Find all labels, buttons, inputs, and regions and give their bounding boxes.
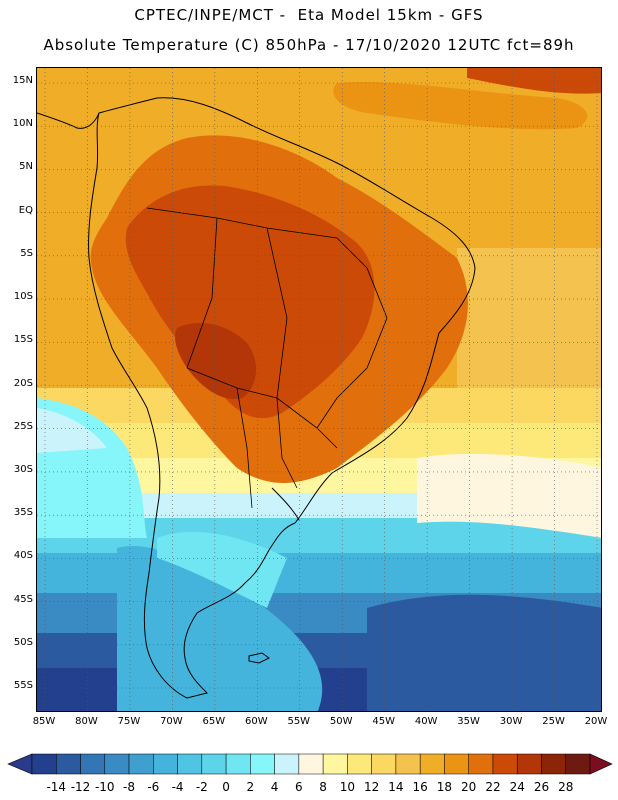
colorbar-swatch [274,753,300,775]
colorbar-swatch [395,753,421,775]
field-pale-west [37,408,107,453]
colorbar-tick-label: 8 [319,780,327,794]
colorbar-swatch [322,753,348,775]
lon-label: 40W [414,716,438,727]
colorbar-swatch [128,753,154,775]
colorbar-tick-label: -8 [123,780,136,794]
falkland-islands [248,652,270,664]
lon-label: 45W [372,716,395,727]
colorbar-tick-label: 4 [270,780,279,794]
lat-label: 35S [13,507,33,519]
field-blue-south [367,594,601,711]
field-caribbean-warm [333,81,588,130]
lat-label: 40S [13,550,33,562]
colorbar-swatch [225,753,251,775]
colorbar-tick-label: -14 [46,780,67,794]
lon-label: 25W [542,716,565,727]
colorbar-swatch [468,753,494,775]
colorbar-tick-label: -10 [94,780,115,794]
lon-label: 35W [457,716,480,727]
title-line-2: Absolute Temperature (C) 850hPa - 17/10/… [43,36,575,54]
colorbar-swatch [419,753,445,775]
lat-label: 25S [13,420,33,432]
colorbar-swatch [347,753,372,775]
lat-label: 20S [13,377,33,389]
colorbar [7,753,613,775]
temperature-map [37,68,601,711]
colorbar-tick-label: -4 [171,780,184,794]
lon-label: 20W [584,716,608,727]
colorbar-swatch [177,753,203,775]
field-cream-atlantic [417,453,601,538]
colorbar-swatch [56,753,81,775]
lat-label: 10S [13,291,33,303]
colorbar-tick-label: 18 [436,780,453,794]
colorbar-under-triangle [7,753,33,775]
lat-label: 45S [13,593,33,605]
rio-de-la-plata [271,487,300,521]
colorbar-tick-label: 2 [246,780,255,794]
colorbar-swatch [541,753,566,775]
lat-label: 15N [12,75,33,86]
colorbar-tick-label: 0 [222,780,230,794]
lon-label: 30W [499,716,523,727]
colorbar-swatch [516,753,542,775]
colorbar-swatch [80,753,106,775]
colorbar-tick-label: 10 [339,780,356,794]
colorbar-swatch [444,753,469,775]
lon-label: 60W [244,716,268,727]
title-line-1: CPTEC/INPE/MCT - Eta Model 15km - GFS [134,6,484,24]
field-dark-core [175,323,257,399]
colorbar-tick-label: 6 [295,780,303,794]
colorbar-swatch [153,753,178,775]
colorbar-tick-label: 24 [509,780,525,794]
lat-label: 5S [20,247,33,259]
lon-label: 85W [32,716,56,727]
colorbar-swatch [371,753,397,775]
colorbar-swatch [492,753,518,775]
lat-label: 30S [13,463,33,475]
lat-label: 10N [12,118,33,130]
colorbar-tick-label: 28 [558,780,574,794]
colorbar-over-triangle [589,753,613,775]
field-red-continent [125,185,375,419]
field-cyan-near-coast [157,531,287,608]
lat-label: 50S [13,636,33,648]
colorbar-swatch [298,753,324,775]
colorbar-tick-label: -6 [147,780,160,794]
lon-label: 80W [75,716,98,727]
lat-label: 5N [19,161,33,173]
colorbar-tick-label: -12 [70,780,91,794]
lon-label: 75W [117,716,141,727]
lon-label: 65W [202,716,226,727]
south-america-outline [88,97,476,699]
colorbar-swatch [104,753,130,775]
lon-label: 55W [287,716,311,727]
colorbar-swatch [31,753,57,775]
colorbar-tick-label: 22 [485,780,501,794]
lon-label: 50W [329,716,353,727]
lon-label: 70W [160,716,183,727]
map-panel [36,67,602,712]
central-america-outline [37,112,100,129]
colorbar-tick-label: 14 [388,780,404,794]
field-cyan-patagonia [117,546,323,711]
colorbar-tick-label: 12 [364,780,380,794]
colorbar-tick-label: -2 [195,780,208,794]
colorbar-tick-label: 26 [533,780,550,794]
field-caribbean-hot [467,68,601,94]
colorbar-swatch [565,753,591,775]
lat-label: 15S [13,334,33,346]
lat-label: 55S [13,680,33,691]
colorbar-swatch [201,753,227,775]
lat-label: EQ [18,204,33,216]
colorbar-swatch [250,753,275,775]
colorbar-tick-label: 16 [412,780,428,794]
colorbar-tick-label: 20 [461,780,477,794]
country-borders [146,207,388,509]
